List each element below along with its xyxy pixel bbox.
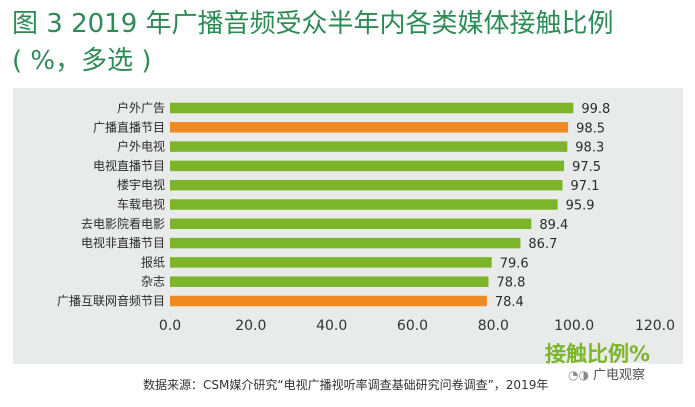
- category-label: 广播互联网音频节目: [57, 293, 165, 308]
- value-label: 99.8: [581, 102, 610, 117]
- value-label: 89.4: [539, 218, 568, 233]
- watermark-text: 广电观察: [592, 368, 645, 383]
- bar-1: [170, 102, 574, 114]
- bar-4: [170, 160, 565, 172]
- category-label: 报纸: [141, 254, 165, 269]
- value-label: 79.6: [500, 256, 529, 271]
- category-label: 车载电视: [117, 197, 165, 212]
- category-label: 广播直播节目: [93, 120, 165, 134]
- bar-3: [170, 141, 568, 152]
- bar-5: [170, 179, 563, 191]
- x-tick-label: 40.0: [316, 318, 347, 334]
- value-label: 86.7: [528, 237, 557, 252]
- value-label: 98.3: [575, 141, 604, 156]
- category-label: 电视非直播节目: [81, 235, 165, 250]
- value-label: 78.8: [496, 276, 525, 291]
- watermark: ◔◑ 广电观察: [562, 363, 651, 384]
- value-label: 98.5: [576, 121, 605, 136]
- category-label: 去电影院看电影: [81, 217, 165, 231]
- x-tick-label: 120.0: [635, 318, 675, 334]
- value-label: 95.9: [566, 199, 595, 214]
- x-tick-label: 100.0: [554, 318, 594, 334]
- bar-9: [170, 257, 492, 268]
- category-label: 户外电视: [117, 139, 165, 154]
- category-label: 楼宇电视: [117, 177, 165, 192]
- value-label: 78.4: [495, 295, 524, 310]
- value-label: 97.1: [570, 179, 599, 194]
- x-tick-label: 80.0: [478, 318, 509, 334]
- bar-6: [170, 199, 558, 210]
- bar-8: [170, 237, 521, 249]
- x-tick-label: 0.0: [159, 318, 181, 334]
- wechat-icon: ◔◑: [568, 368, 589, 382]
- source-note: 数据来源：CSM媒介研究“电视广播视听率调查基础研究问卷调查”，2019年: [143, 378, 549, 392]
- value-label: 97.5: [572, 160, 601, 175]
- category-label: 杂志: [141, 275, 165, 289]
- chart-title: 图 3 2019 年广播音频受众半年内各类媒体接触比例: [12, 9, 614, 39]
- bar-11: [170, 295, 487, 307]
- x-tick-label: 20.0: [235, 318, 266, 334]
- metric-label: 接触比例%: [545, 342, 651, 366]
- bar-10: [170, 276, 489, 287]
- category-label: 户外广告: [117, 100, 165, 115]
- x-tick-label: 60.0: [397, 318, 428, 334]
- bar-7: [170, 218, 532, 230]
- chart-subtitle: ( %，多选 ): [12, 46, 152, 76]
- category-label: 电视直播节目: [93, 158, 165, 173]
- bar-2: [170, 122, 569, 133]
